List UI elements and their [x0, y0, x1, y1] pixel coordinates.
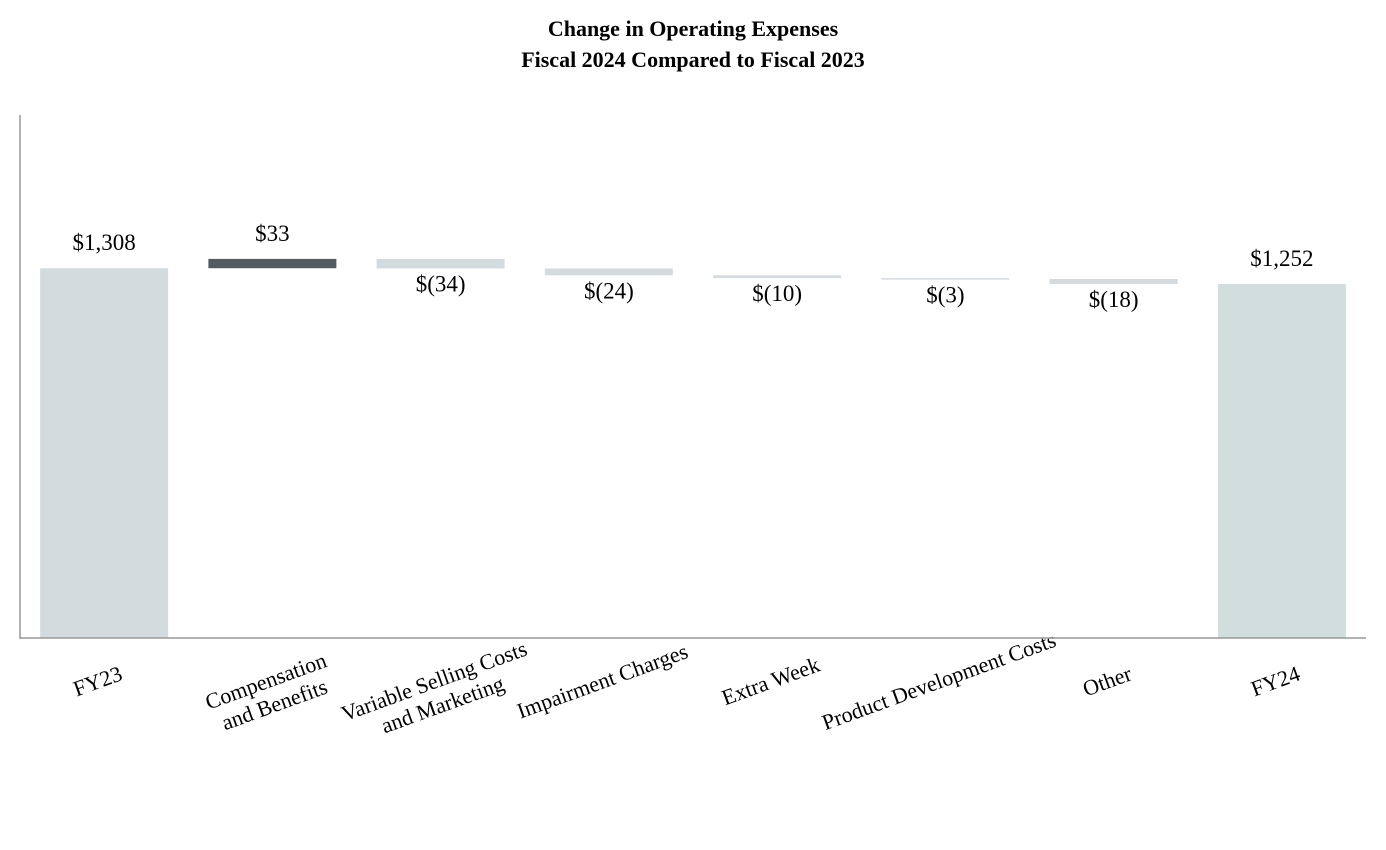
x-tick-label-0: FY23: [70, 661, 126, 702]
x-tick-label-2: Variable Selling Costsand Marketing: [338, 636, 539, 750]
data-label-7: $1,252: [1250, 246, 1313, 271]
bar-6: [1049, 278, 1178, 285]
data-label-6: $(18): [1089, 287, 1139, 312]
bar-0: [40, 268, 169, 638]
data-label-5: $(3): [926, 283, 964, 308]
data-label-0: $1,308: [73, 230, 136, 255]
x-tick-label-6: Other: [1079, 660, 1135, 701]
data-label-2: $(34): [416, 272, 466, 297]
chart-title-line-2: Fiscal 2024 Compared to Fiscal 2023: [521, 47, 865, 72]
bar-4: [713, 275, 842, 279]
bar-2: [376, 258, 505, 269]
data-label-3: $(24): [584, 278, 634, 303]
chart-title-line-1: Change in Operating Expenses: [547, 16, 839, 41]
x-tick-label-4: Extra Week: [718, 652, 823, 710]
bar-3: [544, 268, 673, 276]
x-tick-label-3: Impairment Charges: [514, 638, 692, 723]
x-tick-label-5: Product Development Costs: [819, 627, 1060, 735]
bar-1: [208, 258, 337, 269]
x-tick-label-1: Compensationand Benefits: [202, 647, 339, 737]
bar-7: [1217, 284, 1346, 638]
data-label-1: $33: [255, 221, 290, 246]
x-tick-label-7: FY24: [1247, 661, 1303, 702]
data-label-4: $(10): [752, 281, 802, 306]
bar-5: [881, 278, 1010, 280]
